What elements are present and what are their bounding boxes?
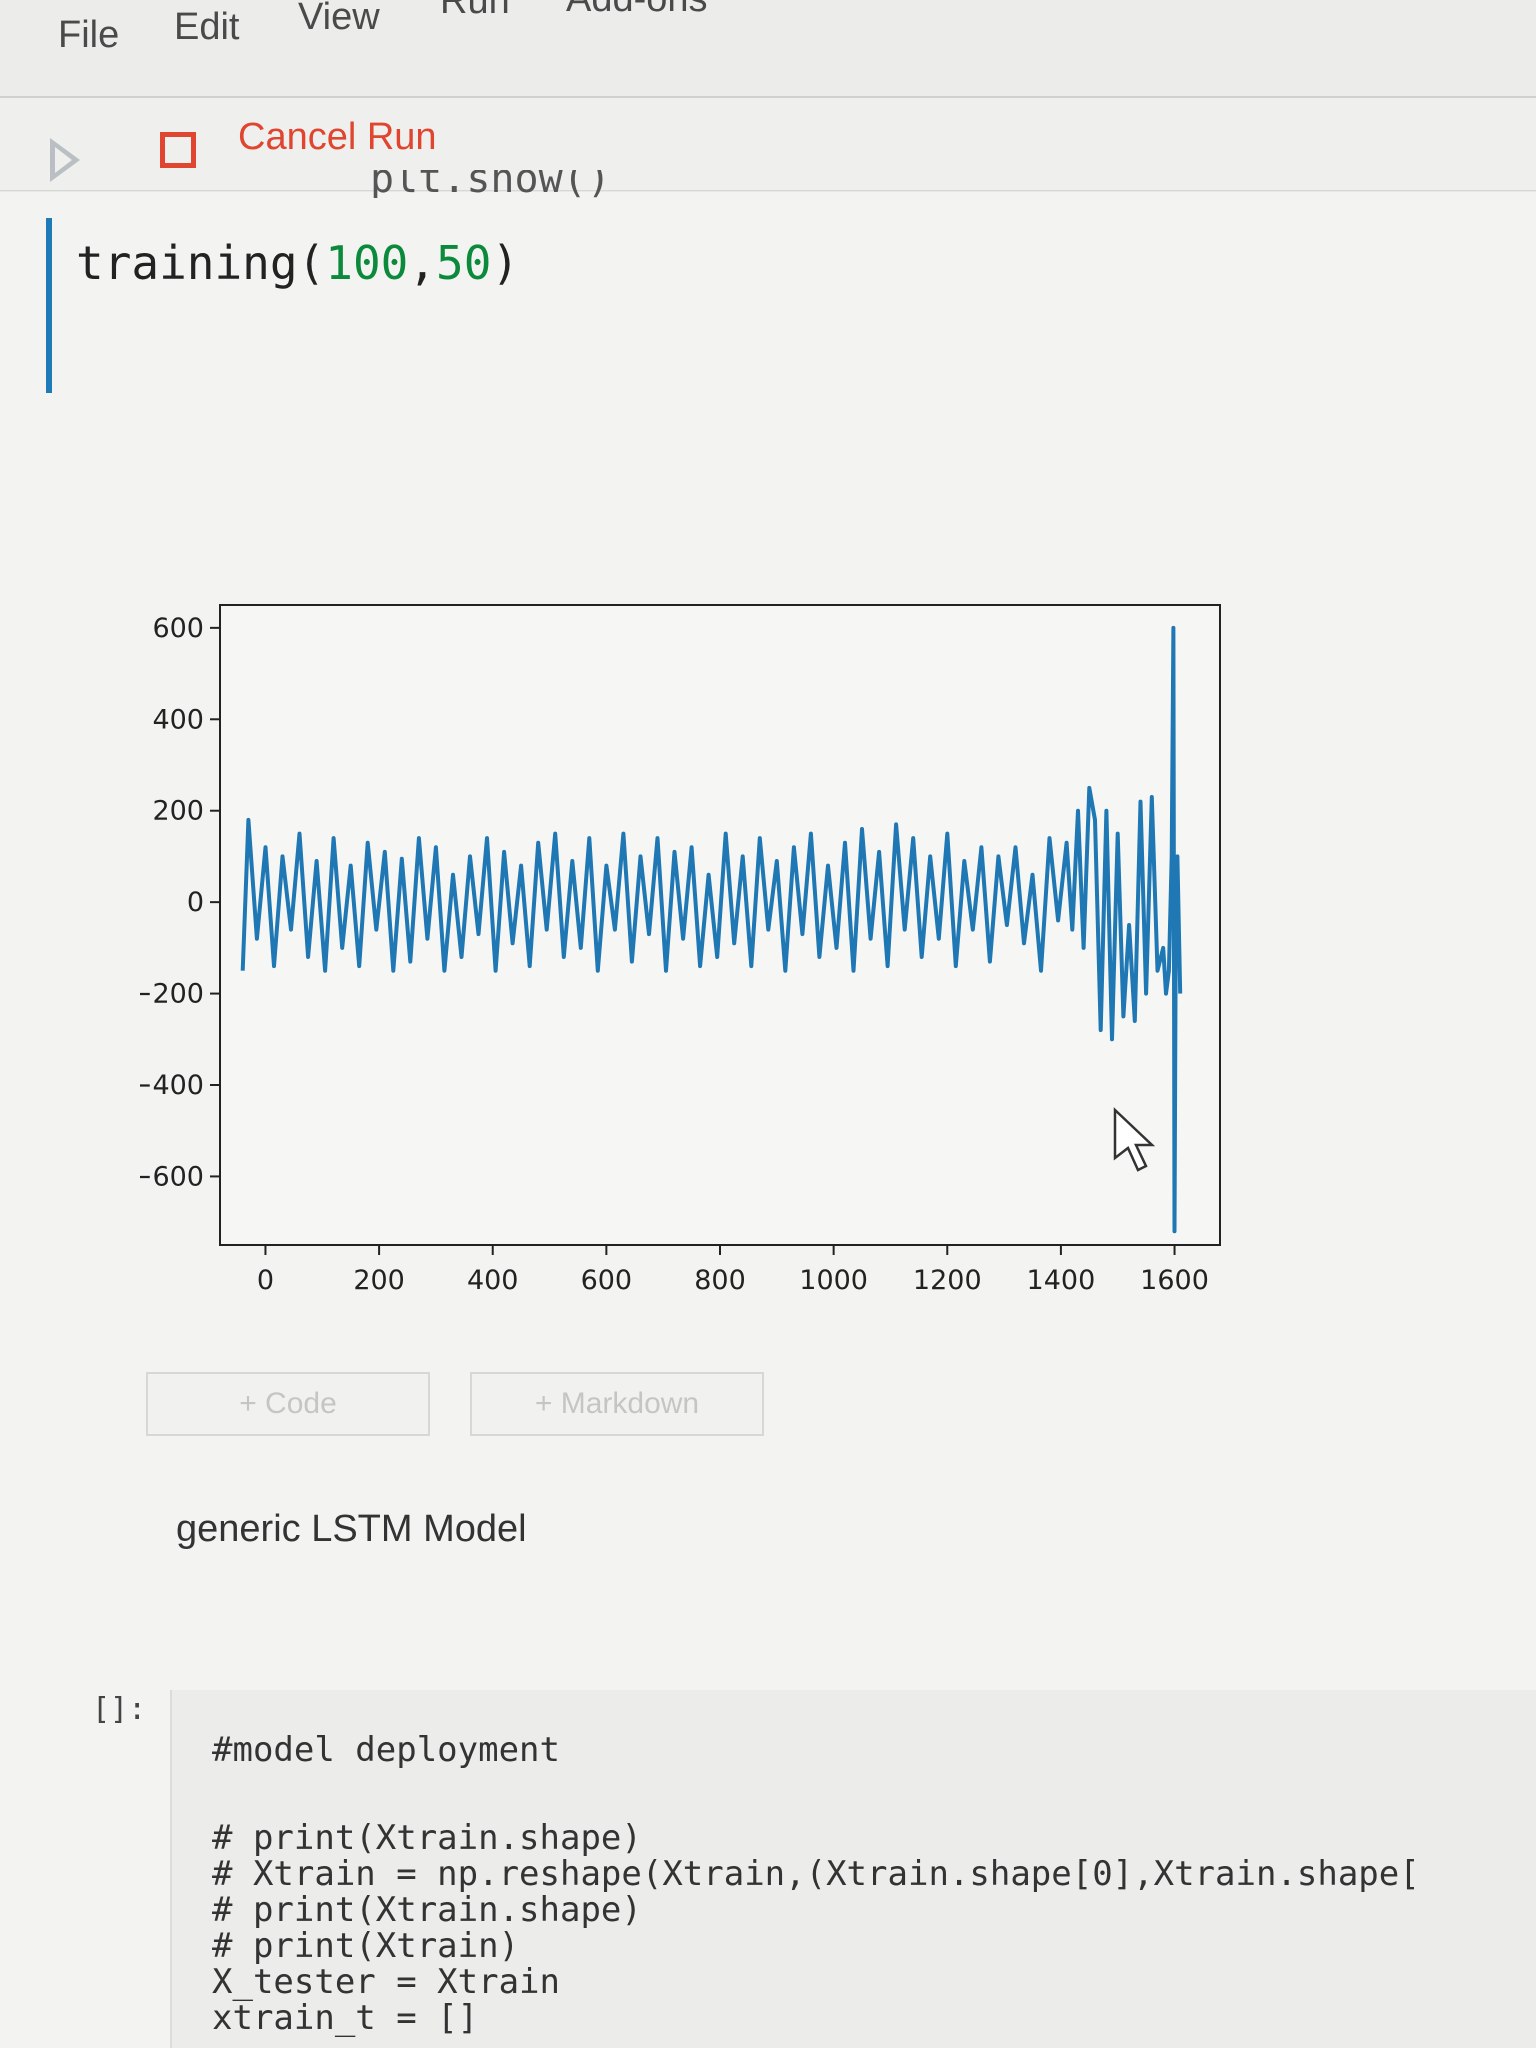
y-tick-label: −200: [140, 979, 204, 1010]
code-line: xtrain_t = []: [212, 1998, 479, 2038]
cell-prompt: []:: [92, 1692, 147, 1727]
menu-addons[interactable]: Add-ons: [566, 0, 708, 21]
code-line: # print(Xtrain): [212, 1926, 520, 1966]
y-tick-label: 0: [187, 887, 204, 918]
cancel-run-button[interactable]: Cancel Run: [238, 116, 437, 158]
code-line: X_tester = Xtrain: [212, 1962, 560, 2002]
markdown-cell-text[interactable]: generic LSTM Model: [176, 1508, 527, 1550]
run-icon[interactable]: [50, 138, 80, 182]
code-line: # print(Xtrain.shape): [212, 1890, 642, 1930]
y-tick-label: −600: [140, 1161, 204, 1192]
code-line: # Xtrain = np.reshape(Xtrain,(Xtrain.sha…: [212, 1854, 1420, 1894]
arg-sep: ,: [408, 236, 437, 290]
x-tick-label: 800: [694, 1265, 746, 1296]
fn-name: training(: [76, 236, 326, 290]
arg-batch: 50: [436, 236, 492, 290]
x-tick-label: 0: [257, 1265, 274, 1296]
menu-run[interactable]: Run: [440, 0, 510, 22]
x-tick-label: 1400: [1027, 1265, 1096, 1296]
y-tick-label: −400: [140, 1070, 204, 1101]
y-tick-label: 400: [152, 704, 204, 735]
output-chart: 600 400 200 0 −200 −400 −600 0 200 400 600 800 1000…: [140, 604, 1221, 1296]
code-cell-editor[interactable]: #model deployment # print(Xtrain.shape) …: [170, 1690, 1536, 2048]
mouse-cursor-icon: [1113, 1107, 1156, 1172]
menu-view[interactable]: View: [298, 0, 380, 38]
y-tick-label: 200: [152, 796, 204, 827]
fn-close: ): [491, 236, 520, 290]
arg-epochs: 100: [325, 236, 409, 290]
code-line: # print(Xtrain.shape): [212, 1818, 642, 1858]
series-line: [240, 625, 1183, 1234]
x-tick-label: 1200: [913, 1265, 982, 1296]
x-tick-label: 400: [467, 1265, 519, 1296]
x-tick-label: 600: [581, 1265, 633, 1296]
code-line-training[interactable]: training(100,50): [76, 236, 519, 290]
add-markdown-cell-button[interactable]: + Markdown: [470, 1372, 764, 1436]
menu-file[interactable]: File: [58, 14, 120, 56]
stop-icon[interactable]: [160, 132, 196, 168]
code-line: #model deployment: [212, 1730, 560, 1770]
x-tick-label: 1600: [1140, 1265, 1209, 1296]
active-cell-indicator: [46, 218, 52, 393]
y-tick-label: 600: [152, 613, 204, 644]
toolbar: [0, 98, 1536, 191]
x-tick-label: 1000: [799, 1265, 868, 1296]
menu-edit[interactable]: Edit: [174, 6, 240, 48]
add-code-cell-button[interactable]: + Code: [146, 1372, 430, 1436]
menu-bar: File Edit View Run Add-ons: [0, 0, 1536, 98]
clipped-code-line: plt.show(): [370, 170, 611, 198]
x-tick-label: 200: [353, 1265, 405, 1296]
